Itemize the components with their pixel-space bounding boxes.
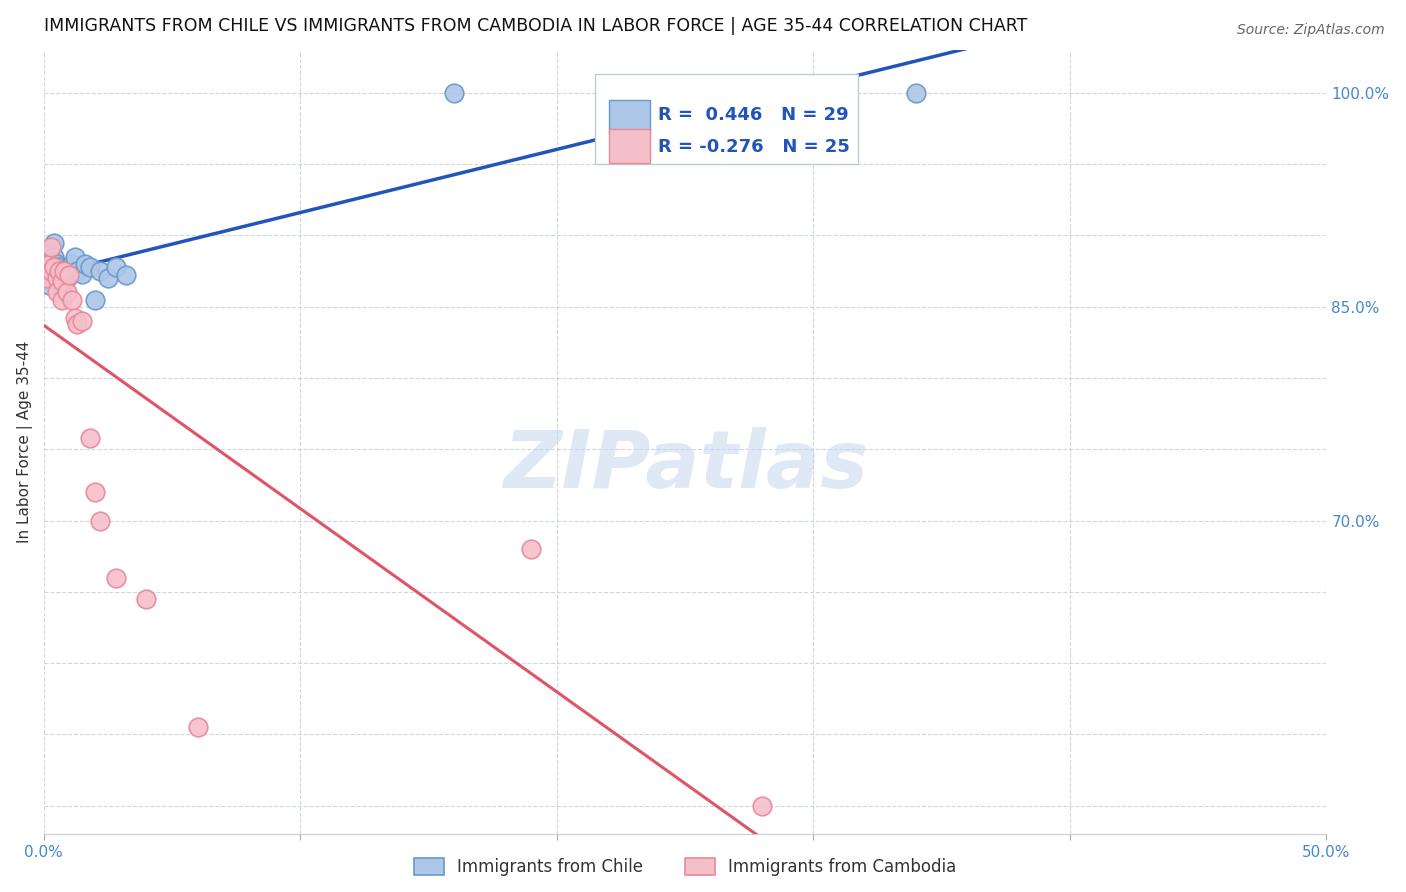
Point <box>187 720 209 734</box>
Point <box>905 86 928 100</box>
Point <box>135 592 157 607</box>
Point <box>60 293 83 307</box>
Point <box>72 267 94 281</box>
Point <box>53 264 76 278</box>
Point <box>38 257 60 271</box>
Point <box>41 264 63 278</box>
Point <box>42 235 65 250</box>
Point <box>520 542 543 557</box>
Point <box>751 798 773 813</box>
Point <box>53 264 76 278</box>
Point <box>63 311 86 326</box>
Point <box>41 245 63 260</box>
Point <box>58 268 80 283</box>
Point <box>115 268 138 283</box>
Point <box>35 271 58 285</box>
Legend: Immigrants from Chile, Immigrants from Cambodia: Immigrants from Chile, Immigrants from C… <box>408 851 963 882</box>
Point <box>51 293 73 307</box>
Point <box>58 268 80 283</box>
Point <box>45 285 67 300</box>
Text: ZIPatlas: ZIPatlas <box>502 426 868 505</box>
Point <box>48 260 70 274</box>
Point <box>51 278 73 293</box>
Point <box>35 271 58 285</box>
Point <box>66 264 89 278</box>
Point <box>51 274 73 288</box>
Point <box>84 293 107 307</box>
Point <box>60 257 83 271</box>
Point <box>51 262 73 277</box>
Point <box>45 268 67 283</box>
Text: R =  0.446   N = 29: R = 0.446 N = 29 <box>658 106 849 124</box>
FancyBboxPatch shape <box>609 100 651 135</box>
Text: R = -0.276   N = 25: R = -0.276 N = 25 <box>658 137 851 156</box>
Point <box>104 260 127 274</box>
Point <box>79 260 101 274</box>
Y-axis label: In Labor Force | Age 35-44: In Labor Force | Age 35-44 <box>17 341 32 543</box>
Point <box>45 257 67 271</box>
Point <box>48 274 70 288</box>
Point <box>41 260 63 274</box>
Point <box>443 86 465 100</box>
Point <box>72 314 94 328</box>
Point <box>97 271 120 285</box>
Point <box>38 278 60 293</box>
Point <box>84 485 107 500</box>
Point <box>89 514 111 528</box>
FancyBboxPatch shape <box>595 74 858 164</box>
FancyBboxPatch shape <box>609 128 651 163</box>
Point <box>41 240 63 254</box>
Point <box>73 257 96 271</box>
Point <box>38 264 60 278</box>
Text: Source: ZipAtlas.com: Source: ZipAtlas.com <box>1237 23 1385 37</box>
Point <box>104 571 127 585</box>
Point <box>56 271 79 285</box>
Point <box>56 285 79 300</box>
Point <box>42 260 65 274</box>
Text: IMMIGRANTS FROM CHILE VS IMMIGRANTS FROM CAMBODIA IN LABOR FORCE | AGE 35-44 COR: IMMIGRANTS FROM CHILE VS IMMIGRANTS FROM… <box>44 17 1028 35</box>
Point <box>89 264 111 278</box>
Point <box>45 271 67 285</box>
Point <box>63 250 86 264</box>
Point <box>42 250 65 264</box>
Point <box>66 317 89 331</box>
Point <box>79 431 101 445</box>
Point <box>48 264 70 278</box>
